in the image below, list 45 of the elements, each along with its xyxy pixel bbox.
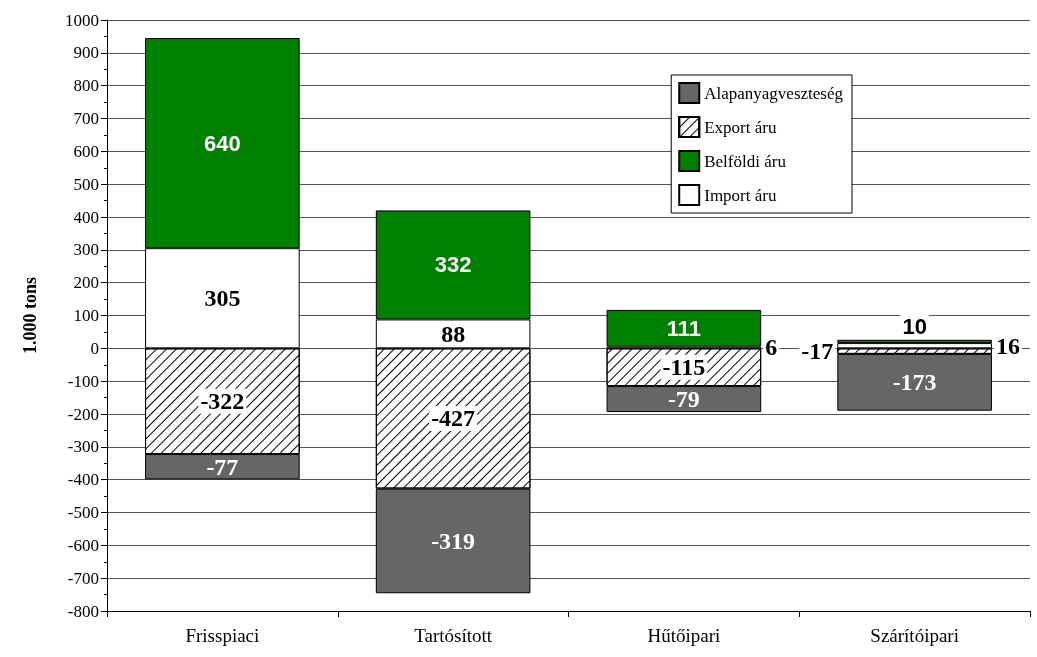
x-tick-label: Frisspiaci <box>185 625 260 646</box>
data-label: -17 <box>801 338 834 365</box>
y-tick-label: -200 <box>67 404 99 424</box>
data-label: -173 <box>892 369 937 396</box>
y-tick-label: 600 <box>73 141 99 161</box>
data-label: 305 <box>204 285 241 312</box>
data-label: -79 <box>667 386 700 413</box>
data-label: 640 <box>204 130 241 156</box>
data-label: 332 <box>434 252 472 278</box>
data-label: 88 <box>441 320 466 347</box>
y-tick-label: 0 <box>90 338 99 358</box>
y-tick-label: 700 <box>73 109 99 128</box>
data-label: -322 <box>200 388 245 415</box>
y-tick-label: -300 <box>67 437 99 457</box>
y-tick-label: 100 <box>73 306 99 325</box>
data-label: -427 <box>431 405 476 432</box>
y-axis-title: 1.000 tons <box>20 276 40 355</box>
data-label: 111 <box>666 315 702 341</box>
y-tick-label: -600 <box>67 535 99 555</box>
data-label: 6 <box>765 334 778 361</box>
y-tick-label: 800 <box>73 76 99 96</box>
bar <box>837 339 992 344</box>
y-tick-label: 1000 <box>65 10 99 30</box>
y-tick-label: 500 <box>73 174 99 194</box>
legend-label: Belföldi áru <box>704 151 787 171</box>
y-tick-label: -100 <box>67 371 99 391</box>
legend-label: Alapanyagveszteség <box>704 83 844 103</box>
y-tick-label: -700 <box>67 568 99 588</box>
data-label: -115 <box>662 354 706 381</box>
legend-label: Export áru <box>704 117 777 137</box>
y-tick-label: 400 <box>73 207 99 227</box>
y-tick-label: 200 <box>73 273 99 293</box>
x-tick-label: Szárítóipari <box>870 625 959 646</box>
y-tick-label: -800 <box>67 601 99 621</box>
y-tick-label: -400 <box>67 470 99 490</box>
x-tick-label: Tartósított <box>414 625 493 646</box>
x-tick-label: Hűtőipari <box>647 625 721 646</box>
y-tick-label: 300 <box>73 240 99 260</box>
y-tick-label: -500 <box>67 503 99 522</box>
data-label: -77 <box>206 453 239 480</box>
legend-label: Import áru <box>704 185 777 205</box>
data-label: 16 <box>995 332 1020 359</box>
y-tick-label: 900 <box>73 43 99 63</box>
data-label: -319 <box>431 527 476 554</box>
data-label: 10 <box>902 314 927 340</box>
